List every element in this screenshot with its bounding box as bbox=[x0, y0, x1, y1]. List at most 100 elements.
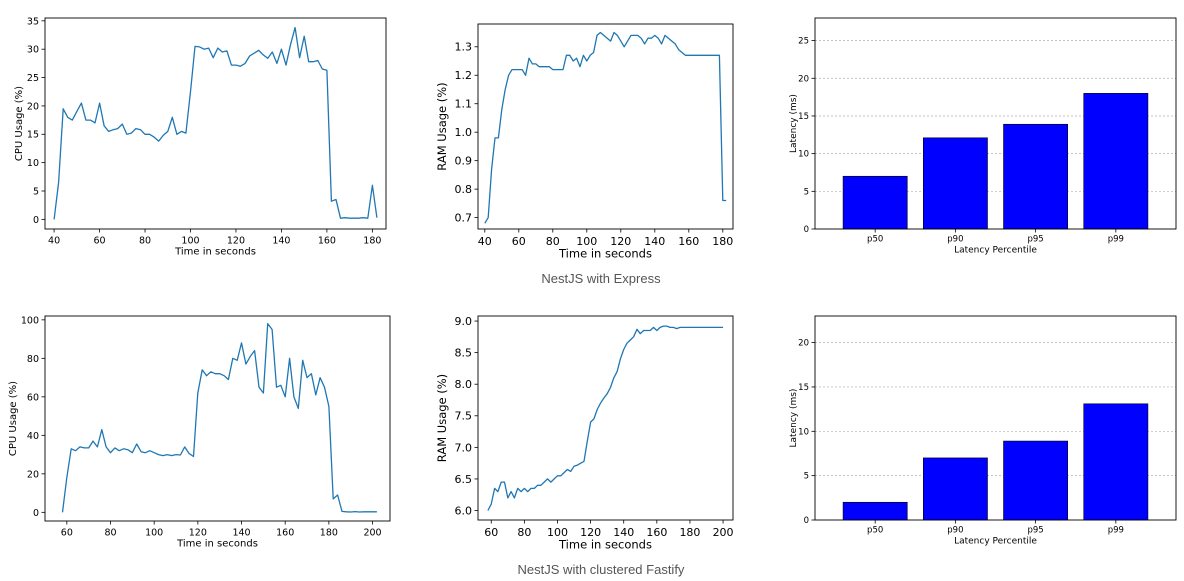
fastify-ram-x-tick-label: 100 bbox=[547, 526, 568, 539]
express-latency-y-tick-label: 15 bbox=[798, 112, 809, 122]
fastify-latency-y-tick-label: 15 bbox=[798, 383, 809, 393]
express-ram-y-tick-label: 0.8 bbox=[455, 183, 473, 196]
express-ram-axes-frame bbox=[477, 23, 734, 230]
fastify-latency-x-tick-label: p50 bbox=[867, 526, 883, 536]
fastify-cpu-chart: 60 80 100 120 140 160 180 200 0 20 40 60 80 100 Time i… bbox=[8, 315, 391, 550]
express-latency-x-tick-label: p99 bbox=[1108, 235, 1124, 245]
fastify-cpu-y-tick-label: 100 bbox=[21, 315, 39, 326]
fastify-latency-bar-p95 bbox=[1003, 440, 1068, 521]
express-cpu-x-tick-label: 120 bbox=[227, 236, 245, 247]
fastify-latency-y-axis-label: Latency (ms) bbox=[789, 389, 799, 448]
express-latency-x-tick-label: p50 bbox=[867, 235, 883, 245]
express-cpu-axes-frame bbox=[44, 17, 387, 230]
fastify-ram-y-tick-label: 7.5 bbox=[455, 410, 473, 423]
express-latency-y-axis-label: Latency (ms) bbox=[789, 94, 799, 153]
express-ram-y-tick-label: 1.0 bbox=[455, 126, 473, 139]
express-ram-chart: 40 60 80 100 120 140 160 180 0.7 0.8 0.9 1.0 1.1 1.2 1… bbox=[435, 23, 734, 261]
express-cpu-x-axis-label: Time in seconds bbox=[174, 247, 256, 258]
fastify-ram-series-line bbox=[487, 325, 724, 511]
fastify-latency-chart: p50 p90 p95 p99 0 5 10 15 20 Latency Percentile La… bbox=[789, 315, 1177, 547]
express-latency-bar-p99 bbox=[1083, 93, 1149, 230]
fastify-ram-x-tick-label: 120 bbox=[580, 526, 601, 539]
express-ram-y-tick-label: 1.3 bbox=[455, 41, 473, 54]
fastify-ram-y-tick-label: 8.0 bbox=[455, 378, 473, 391]
express-ram-x-tick-label: 100 bbox=[576, 235, 597, 248]
fastify-ram-chart: 60 80 100 120 140 160 180 200 6.0 6.5 7.0 7.5 8.0 8.5… bbox=[435, 315, 734, 551]
fastify-ram-x-tick-label: 200 bbox=[713, 526, 734, 539]
express-cpu-x-tick-label: 40 bbox=[48, 236, 60, 247]
fastify-ram-x-tick-label: 140 bbox=[613, 526, 634, 539]
express-latency-chart: p50 p90 p95 p99 0 5 10 15 20 25 Latency Percentile… bbox=[789, 17, 1177, 256]
fastify-cpu-series-line bbox=[61, 323, 377, 513]
fastify-latency-bar-p99 bbox=[1083, 403, 1149, 521]
express-ram-y-tick-label: 0.7 bbox=[455, 212, 473, 225]
express-ram-y-axis-label: RAM Usage (%) bbox=[435, 82, 449, 170]
express-ram-x-tick-label: 160 bbox=[678, 235, 699, 248]
fastify-cpu-x-tick-label: 140 bbox=[232, 528, 250, 539]
fastify-ram-y-tick-label: 7.0 bbox=[455, 441, 473, 454]
fastify-latency-x-tick-label: p99 bbox=[1108, 526, 1124, 536]
express-ram-x-tick-label: 120 bbox=[610, 235, 631, 248]
express-cpu-y-tick-label: 15 bbox=[27, 130, 39, 141]
express-ram-x-axis-label: Time in seconds bbox=[558, 247, 652, 261]
express-latency-x-tick-label: p90 bbox=[947, 235, 963, 245]
fastify-ram-y-tick-label: 8.5 bbox=[455, 347, 473, 360]
express-cpu-y-tick-label: 0 bbox=[33, 215, 39, 226]
express-cpu-y-tick-label: 25 bbox=[27, 73, 39, 84]
express-ram-x-tick-label: 180 bbox=[712, 235, 733, 248]
fastify-ram-axes-frame bbox=[477, 315, 734, 521]
caption-fastify: NestJS with clustered Fastify bbox=[517, 562, 685, 577]
express-ram-x-tick-label: 80 bbox=[546, 235, 560, 248]
express-ram-y-tick-label: 1.2 bbox=[455, 69, 473, 82]
fastify-cpu-y-tick-label: 60 bbox=[27, 392, 39, 403]
fastify-ram-x-tick-label: 80 bbox=[517, 526, 531, 539]
express-ram-x-tick-label: 140 bbox=[644, 235, 665, 248]
express-ram-y-tick-label: 1.1 bbox=[455, 98, 473, 111]
fastify-ram-x-axis-label: Time in seconds bbox=[558, 538, 652, 552]
fastify-cpu-x-tick-label: 180 bbox=[320, 528, 338, 539]
express-cpu-x-tick-label: 180 bbox=[363, 236, 381, 247]
fastify-latency-y-tick-label: 20 bbox=[798, 339, 809, 349]
fastify-ram-x-tick-label: 60 bbox=[484, 526, 498, 539]
fastify-latency-x-tick-label: p95 bbox=[1028, 526, 1044, 536]
express-ram-y-tick-label: 0.9 bbox=[455, 155, 473, 168]
fastify-ram-y-tick-label: 9.0 bbox=[455, 315, 473, 328]
fastify-latency-x-axis-label: Latency Percentile bbox=[954, 537, 1037, 547]
express-cpu-y-axis-label: CPU Usage (%) bbox=[14, 86, 25, 161]
express-cpu-x-tick-label: 100 bbox=[181, 236, 199, 247]
express-latency-axes-frame bbox=[814, 17, 1177, 230]
fastify-cpu-x-tick-label: 80 bbox=[104, 528, 116, 539]
fastify-latency-x-tick-label: p90 bbox=[947, 526, 963, 536]
express-latency-y-tick-label: 0 bbox=[804, 225, 809, 235]
express-ram-series-line bbox=[484, 31, 727, 224]
fastify-cpu-axes-frame bbox=[44, 315, 391, 522]
express-latency-bar-p95 bbox=[1003, 123, 1068, 230]
express-cpu-chart: 40 60 80 100 120 140 160 180 0 5 10 15 20 25 30 35 Time … bbox=[14, 16, 387, 258]
fastify-cpu-y-axis-label: CPU Usage (%) bbox=[8, 381, 19, 456]
express-cpu-x-tick-label: 60 bbox=[94, 236, 106, 247]
fastify-cpu-x-tick-label: 160 bbox=[276, 528, 294, 539]
fastify-ram-y-axis-label: RAM Usage (%) bbox=[435, 374, 449, 462]
express-ram-x-tick-label: 40 bbox=[478, 235, 492, 248]
fastify-latency-bar-p90 bbox=[922, 457, 988, 521]
express-cpu-x-tick-label: 140 bbox=[272, 236, 290, 247]
express-cpu-y-tick-label: 20 bbox=[27, 101, 39, 112]
fastify-cpu-x-axis-label: Time in seconds bbox=[176, 539, 258, 550]
express-cpu-y-tick-label: 10 bbox=[27, 158, 39, 169]
express-latency-bar-p50 bbox=[842, 175, 908, 230]
fastify-cpu-y-tick-label: 40 bbox=[27, 431, 39, 442]
express-latency-y-tick-label: 20 bbox=[798, 74, 809, 84]
fastify-cpu-y-tick-label: 20 bbox=[27, 469, 39, 480]
express-latency-y-tick-label: 25 bbox=[798, 37, 809, 47]
express-latency-x-axis-label: Latency Percentile bbox=[954, 246, 1037, 256]
fastify-cpu-y-tick-label: 0 bbox=[33, 508, 39, 519]
express-latency-y-tick-label: 5 bbox=[804, 187, 809, 197]
express-latency-bar-p90 bbox=[922, 137, 988, 230]
express-cpu-y-tick-label: 5 bbox=[33, 186, 39, 197]
express-ram-x-tick-label: 60 bbox=[512, 235, 526, 248]
fastify-latency-y-tick-label: 10 bbox=[798, 427, 809, 437]
fastify-latency-y-tick-label: 5 bbox=[804, 472, 809, 482]
express-cpu-x-tick-label: 80 bbox=[139, 236, 151, 247]
express-cpu-x-tick-label: 160 bbox=[318, 236, 336, 247]
